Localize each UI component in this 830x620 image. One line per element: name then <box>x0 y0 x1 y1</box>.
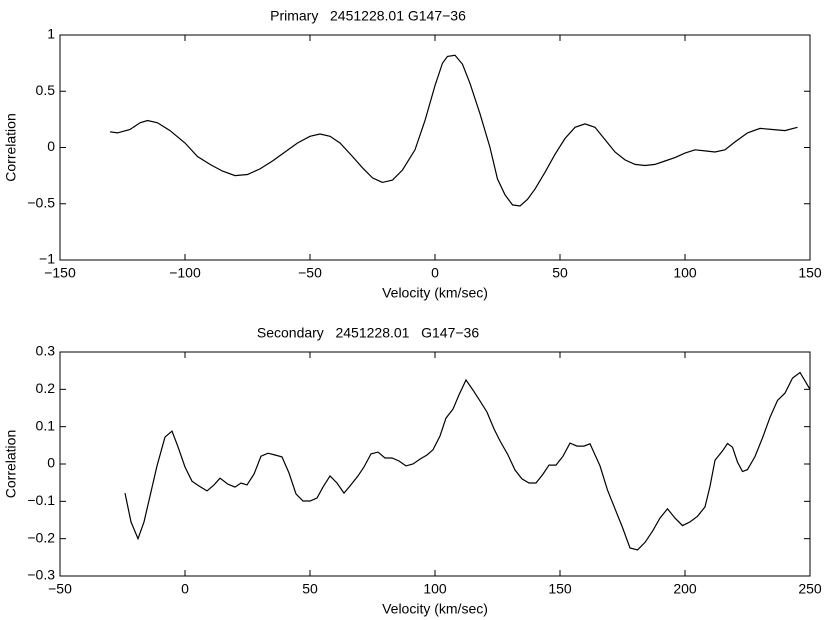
y-tick-label: −0.3 <box>27 567 55 583</box>
y-tick-label: 1 <box>47 26 55 42</box>
y-tick-label: 0 <box>47 455 55 471</box>
plot-frame <box>59 34 811 261</box>
x-tick-label: −100 <box>169 265 201 281</box>
x-tick-label: −50 <box>48 581 72 597</box>
x-tick-label: 0 <box>181 581 189 597</box>
x-tick-label: 50 <box>552 265 568 281</box>
chart-title: Primary 2451228.01 G147−36 <box>270 8 466 24</box>
y-tick-label: 0.5 <box>36 82 56 98</box>
x-tick-label: 100 <box>673 265 697 281</box>
y-axis-label: Correlation <box>3 430 19 498</box>
x-tick-label: 150 <box>798 265 822 281</box>
x-tick-label: −150 <box>44 265 76 281</box>
y-tick-label: −0.1 <box>27 492 55 508</box>
plot-frame <box>59 351 811 577</box>
y-tick-label: −0.2 <box>27 529 55 545</box>
y-tick-label: −1 <box>39 251 55 267</box>
x-tick-label: 50 <box>302 581 318 597</box>
x-axis-label: Velocity (km/sec) <box>382 285 488 301</box>
y-axis-label: Correlation <box>3 113 19 181</box>
x-tick-label: 200 <box>673 581 697 597</box>
x-axis-label: Velocity (km/sec) <box>382 601 488 617</box>
y-tick-label: −0.5 <box>27 194 55 210</box>
y-tick-label: 0 <box>47 138 55 154</box>
y-tick-label: 0.2 <box>36 380 56 396</box>
chart-title: Secondary 2451228.01 G147−36 <box>257 325 479 341</box>
x-tick-label: 100 <box>423 581 447 597</box>
y-tick-label: 0.3 <box>36 343 56 359</box>
x-tick-label: 150 <box>548 581 572 597</box>
data-line <box>109 54 798 207</box>
data-line <box>124 371 811 551</box>
x-tick-label: −50 <box>298 265 322 281</box>
y-tick-label: 0.1 <box>36 417 56 433</box>
x-tick-label: 250 <box>798 581 822 597</box>
x-tick-label: 0 <box>431 265 439 281</box>
